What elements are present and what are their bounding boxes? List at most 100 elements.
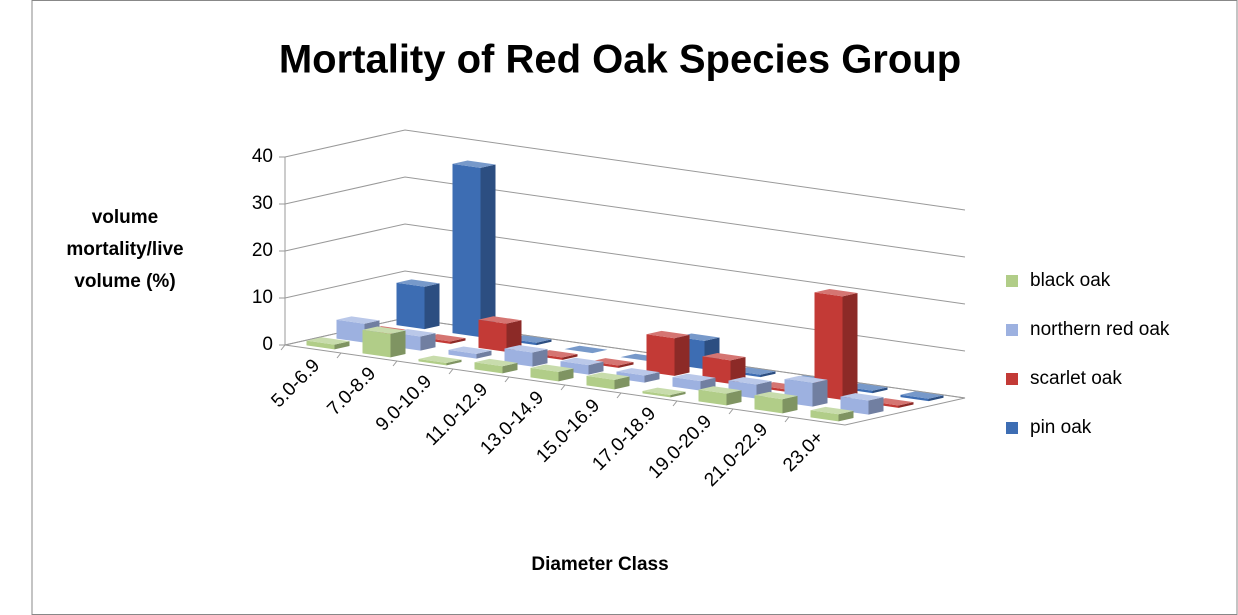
bar: [840, 393, 884, 415]
bar-top: [448, 346, 492, 354]
bar-top: [728, 377, 772, 385]
bar-front: [698, 389, 727, 406]
bar-front: [616, 371, 645, 383]
legend-label: northern red oak: [1030, 319, 1170, 340]
bar-front: [306, 340, 335, 350]
bar-side: [480, 164, 496, 338]
bar-side: [420, 333, 436, 351]
x-tick: [280, 344, 286, 351]
y-tick-label: 0: [262, 334, 273, 355]
bar-side: [760, 371, 776, 378]
bar-top: [698, 386, 742, 394]
bar-front: [754, 395, 783, 414]
bar-side: [898, 402, 914, 408]
x-tick: [728, 408, 734, 415]
x-tick: [504, 376, 510, 383]
bar-side: [532, 349, 548, 367]
x-tick: [560, 384, 566, 391]
bar: [306, 337, 350, 350]
bar-top: [900, 391, 944, 399]
y-tick-label: 20: [252, 240, 273, 261]
legend-swatch: [1006, 275, 1018, 287]
bar-side: [562, 354, 578, 360]
bar: [396, 279, 440, 330]
bar-side: [618, 362, 634, 368]
bar-front: [448, 349, 477, 359]
bar-top: [336, 316, 380, 324]
bar-top: [530, 364, 574, 372]
bar-side: [670, 391, 686, 398]
bar: [900, 391, 944, 402]
bar-side: [446, 359, 462, 366]
bar-top: [586, 372, 630, 380]
bar: [530, 364, 574, 382]
bar-side: [928, 395, 944, 402]
bar-top: [616, 368, 660, 376]
grid-line: [284, 176, 966, 258]
y-tick-label: 10: [252, 287, 273, 308]
bar-top: [814, 289, 858, 297]
bar-front: [396, 282, 425, 330]
x-axis-label: Diameter Class: [531, 554, 668, 575]
bar: [478, 316, 522, 352]
bar-side: [424, 283, 440, 330]
bar: [474, 358, 518, 374]
grid-line: [284, 270, 966, 352]
y-axis-label: volume (%): [74, 271, 175, 292]
y-axis-label: mortality/live: [66, 239, 183, 260]
bar-top: [396, 279, 440, 287]
bar-side: [334, 341, 350, 350]
bar-top: [810, 406, 854, 415]
bar-side: [502, 362, 518, 374]
bar-top: [474, 358, 518, 367]
bar-top: [504, 345, 548, 353]
bar-side: [536, 339, 552, 346]
bar-top: [306, 337, 350, 345]
bar: [586, 372, 630, 390]
bar-side: [450, 338, 466, 344]
bar-side: [614, 376, 630, 390]
chart-title: Mortality of Red Oak Species Group: [279, 38, 961, 82]
legend-label: scarlet oak: [1030, 368, 1122, 389]
bar: [642, 387, 686, 398]
x-tick: [392, 360, 398, 367]
bar-front: [810, 410, 839, 422]
bar: [362, 326, 406, 358]
bar-side: [868, 397, 884, 415]
bar-front: [642, 390, 671, 398]
bar-side: [872, 387, 888, 394]
bar-front: [336, 319, 365, 343]
bar: [448, 346, 492, 359]
bar-top: [784, 375, 828, 384]
bar-side: [812, 379, 828, 407]
bar-front: [418, 358, 447, 366]
grid-line: [284, 223, 966, 305]
legend-swatch: [1006, 324, 1018, 336]
bar: [698, 386, 742, 406]
x-tick: [616, 392, 622, 399]
bar-side: [588, 361, 604, 375]
bar-side: [842, 293, 858, 400]
bar-side: [782, 395, 798, 414]
bar-front: [900, 394, 929, 402]
bar-side: [838, 410, 854, 422]
bar-top: [646, 330, 690, 339]
bar-side: [506, 320, 522, 352]
bar-top: [840, 393, 884, 401]
y-axis-label: volume: [92, 207, 159, 228]
legend-label: pin oak: [1030, 417, 1092, 438]
bar-side: [726, 390, 742, 406]
bar: [452, 160, 496, 338]
bar-side: [558, 368, 574, 382]
bar-side: [390, 330, 406, 358]
bar-top: [560, 357, 604, 366]
bar-side: [674, 334, 690, 376]
bar: [646, 330, 690, 376]
legend-swatch: [1006, 373, 1018, 385]
bar-top: [642, 387, 686, 395]
bar-top: [754, 391, 798, 400]
bar-front: [474, 362, 503, 374]
bar: [814, 289, 858, 400]
bar-top: [702, 352, 746, 361]
